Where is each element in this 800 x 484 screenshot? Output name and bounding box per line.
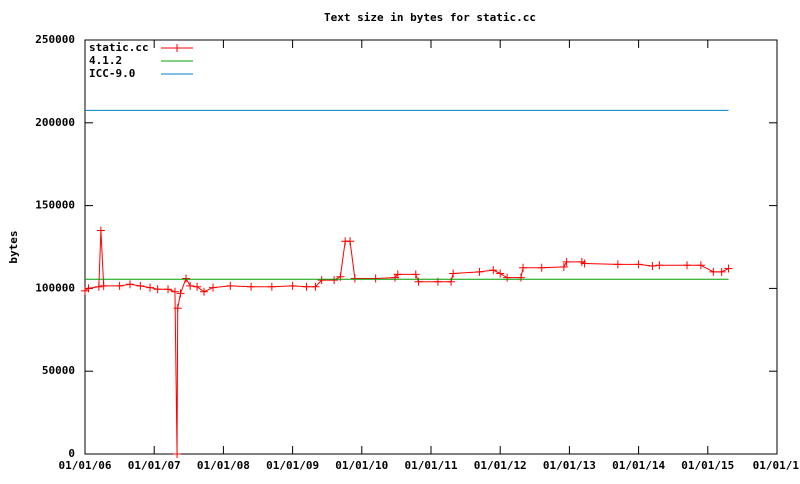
plot-border xyxy=(84,39,778,455)
legend-label: ICC-9.0 xyxy=(89,67,135,80)
point-marker xyxy=(226,281,235,290)
point-marker xyxy=(648,262,657,271)
x-tick-label: 01/01/1 xyxy=(753,459,800,472)
point-marker xyxy=(503,273,512,282)
point-marker xyxy=(449,269,458,278)
x-tick-label: 01/01/09 xyxy=(266,459,319,472)
point-marker xyxy=(317,276,326,285)
y-tick-label: 50000 xyxy=(42,364,75,377)
point-marker xyxy=(709,267,718,276)
point-marker xyxy=(411,270,420,279)
legend-label: 4.1.2 xyxy=(89,54,122,67)
point-marker xyxy=(247,282,256,291)
legend-marker xyxy=(173,44,181,52)
x-tick-label: 01/01/14 xyxy=(612,459,665,472)
y-tick-label: 100000 xyxy=(35,281,75,294)
x-tick-label: 01/01/06 xyxy=(59,459,112,472)
x-tick-label: 01/01/15 xyxy=(681,459,734,472)
point-marker xyxy=(489,266,498,275)
x-tick-label: 01/01/08 xyxy=(197,459,250,472)
point-marker xyxy=(683,261,692,270)
point-marker xyxy=(146,283,155,292)
point-marker xyxy=(193,282,202,291)
x-tick-label: 01/01/11 xyxy=(405,459,458,472)
point-marker xyxy=(519,263,528,272)
point-marker xyxy=(125,280,134,289)
point-marker xyxy=(209,283,218,292)
point-marker xyxy=(696,261,705,270)
x-tick-label: 01/01/10 xyxy=(335,459,388,472)
y-axis-label: bytes xyxy=(7,230,20,263)
point-marker xyxy=(580,259,589,268)
point-marker xyxy=(724,264,733,273)
x-tick-label: 01/01/12 xyxy=(474,459,527,472)
point-marker xyxy=(267,282,276,291)
point-marker xyxy=(717,267,726,276)
point-marker xyxy=(496,269,505,278)
point-marker xyxy=(516,273,525,282)
point-marker xyxy=(475,267,484,276)
point-marker xyxy=(330,276,339,285)
point-marker xyxy=(170,287,179,296)
point-marker xyxy=(346,237,355,246)
point-marker xyxy=(94,282,103,291)
point-marker xyxy=(634,260,643,269)
point-marker xyxy=(96,226,105,235)
point-marker xyxy=(136,281,145,290)
point-marker xyxy=(311,282,320,291)
point-marker xyxy=(84,284,93,293)
point-marker xyxy=(182,274,191,283)
y-tick-label: 150000 xyxy=(35,199,75,212)
y-tick-label: 250000 xyxy=(35,33,75,46)
y-tick-label: 0 xyxy=(68,447,75,460)
point-marker xyxy=(99,281,108,290)
point-marker xyxy=(164,285,173,294)
point-marker xyxy=(153,285,162,294)
legend-label: static.cc xyxy=(89,41,149,54)
point-marker xyxy=(302,282,311,291)
point-marker xyxy=(115,281,124,290)
point-marker xyxy=(537,263,546,272)
point-marker xyxy=(562,257,571,266)
x-tick-label: 01/01/13 xyxy=(543,459,596,472)
point-marker xyxy=(613,260,622,269)
y-tick-label: 200000 xyxy=(35,116,75,129)
point-marker xyxy=(393,270,402,279)
chart-title: Text size in bytes for static.cc xyxy=(324,11,536,24)
point-marker xyxy=(173,304,182,313)
point-marker xyxy=(371,274,380,283)
point-marker xyxy=(350,274,359,283)
point-marker xyxy=(288,281,297,290)
series-line xyxy=(84,230,729,455)
point-marker xyxy=(186,281,195,290)
point-marker xyxy=(176,289,185,298)
point-marker xyxy=(559,262,568,271)
point-marker xyxy=(173,450,182,458)
x-tick-label: 01/01/07 xyxy=(128,459,181,472)
point-marker xyxy=(200,287,209,296)
point-marker xyxy=(655,261,664,270)
